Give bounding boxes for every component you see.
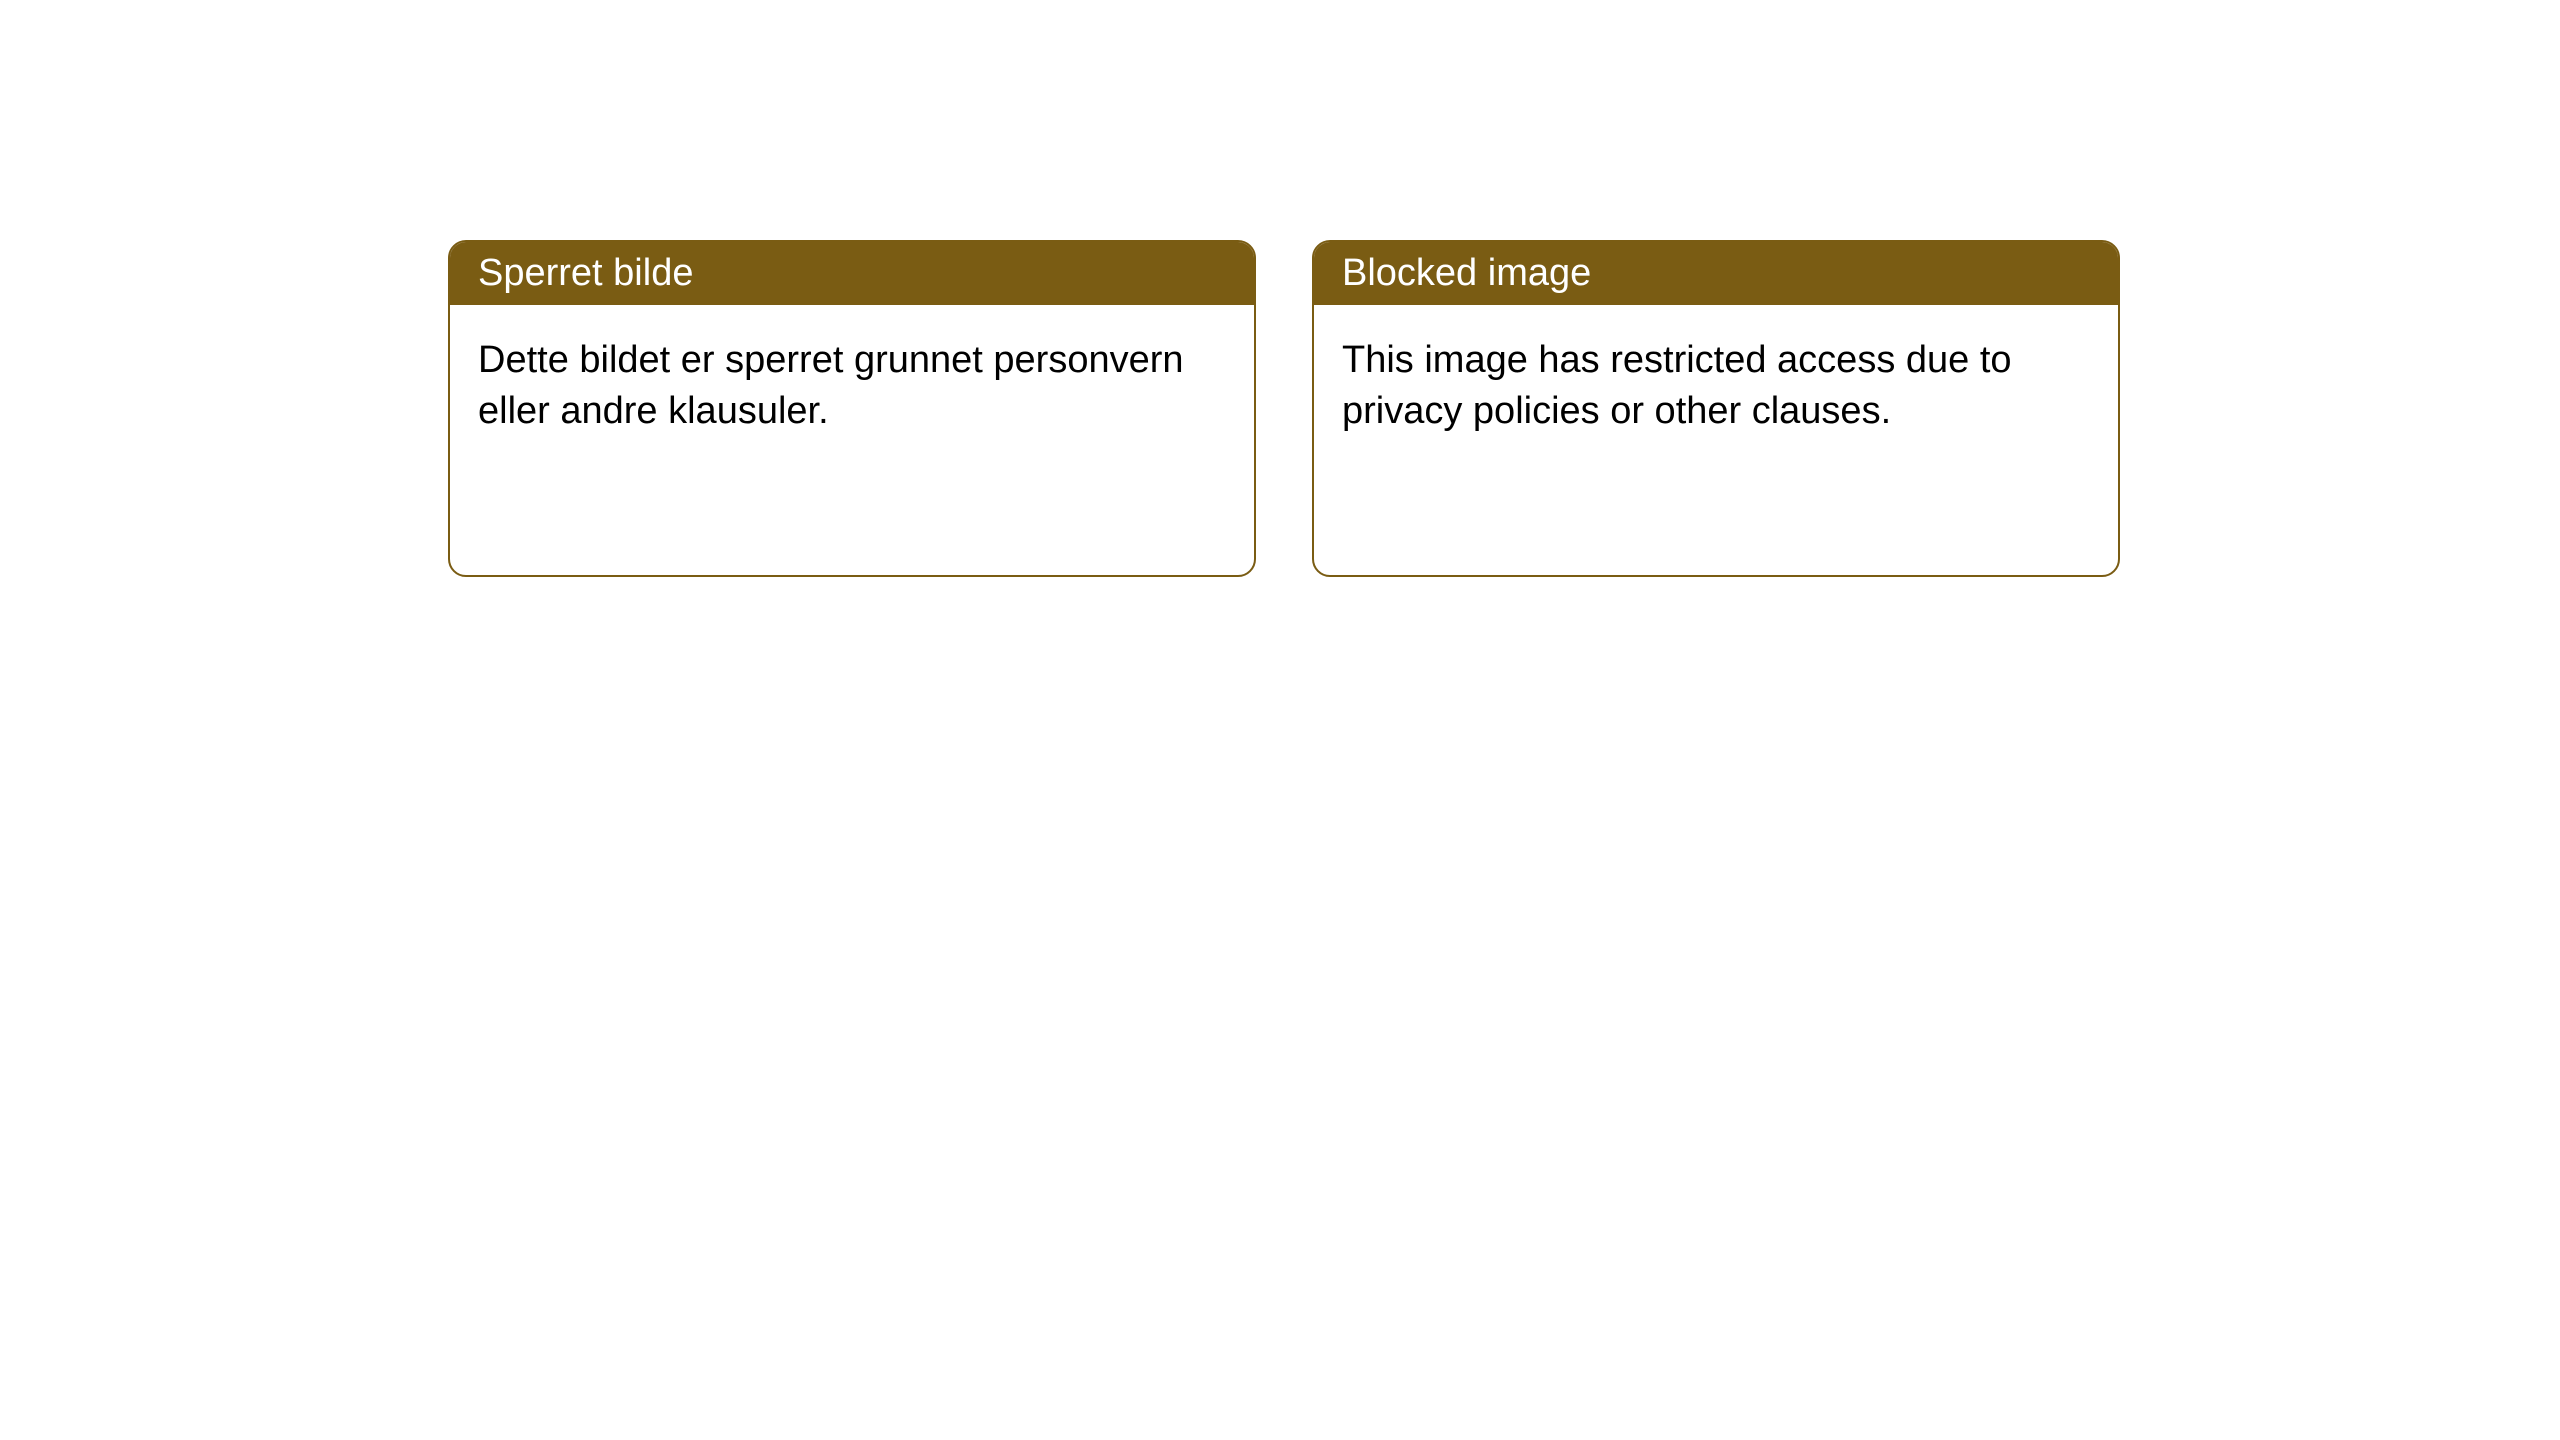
- notice-body-en: This image has restricted access due to …: [1314, 305, 2118, 575]
- notice-container: Sperret bilde Dette bildet er sperret gr…: [448, 240, 2120, 577]
- notice-body-no: Dette bildet er sperret grunnet personve…: [450, 305, 1254, 575]
- notice-card-no: Sperret bilde Dette bildet er sperret gr…: [448, 240, 1256, 577]
- notice-card-en: Blocked image This image has restricted …: [1312, 240, 2120, 577]
- notice-header-en: Blocked image: [1314, 242, 2118, 305]
- notice-header-no: Sperret bilde: [450, 242, 1254, 305]
